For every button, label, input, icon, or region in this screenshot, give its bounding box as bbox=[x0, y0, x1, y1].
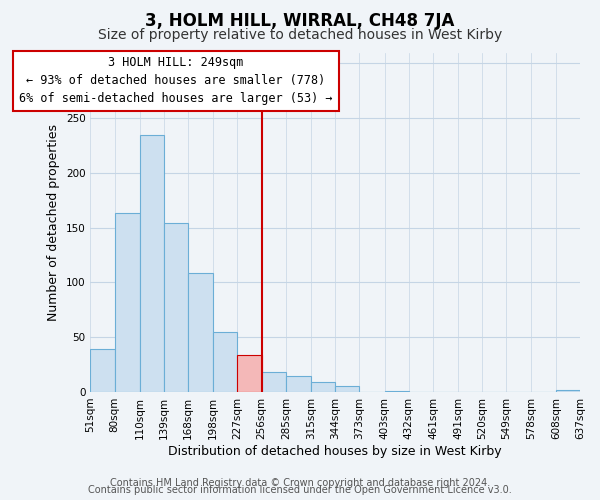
Text: 3, HOLM HILL, WIRRAL, CH48 7JA: 3, HOLM HILL, WIRRAL, CH48 7JA bbox=[145, 12, 455, 30]
Bar bbox=[311, 382, 335, 392]
Text: Contains HM Land Registry data © Crown copyright and database right 2024.: Contains HM Land Registry data © Crown c… bbox=[110, 478, 490, 488]
Bar bbox=[286, 376, 311, 392]
Bar bbox=[91, 350, 115, 392]
Bar bbox=[140, 134, 164, 392]
Text: Size of property relative to detached houses in West Kirby: Size of property relative to detached ho… bbox=[98, 28, 502, 42]
Bar bbox=[335, 386, 359, 392]
Bar bbox=[115, 214, 140, 392]
Bar bbox=[188, 272, 213, 392]
Bar bbox=[385, 391, 409, 392]
Y-axis label: Number of detached properties: Number of detached properties bbox=[47, 124, 60, 320]
X-axis label: Distribution of detached houses by size in West Kirby: Distribution of detached houses by size … bbox=[169, 444, 502, 458]
Text: 3 HOLM HILL: 249sqm
← 93% of detached houses are smaller (778)
6% of semi-detach: 3 HOLM HILL: 249sqm ← 93% of detached ho… bbox=[19, 56, 333, 106]
Bar bbox=[213, 332, 238, 392]
Bar bbox=[556, 390, 580, 392]
Text: Contains public sector information licensed under the Open Government Licence v3: Contains public sector information licen… bbox=[88, 485, 512, 495]
Bar bbox=[238, 354, 262, 392]
Bar bbox=[164, 224, 188, 392]
Bar bbox=[262, 372, 286, 392]
